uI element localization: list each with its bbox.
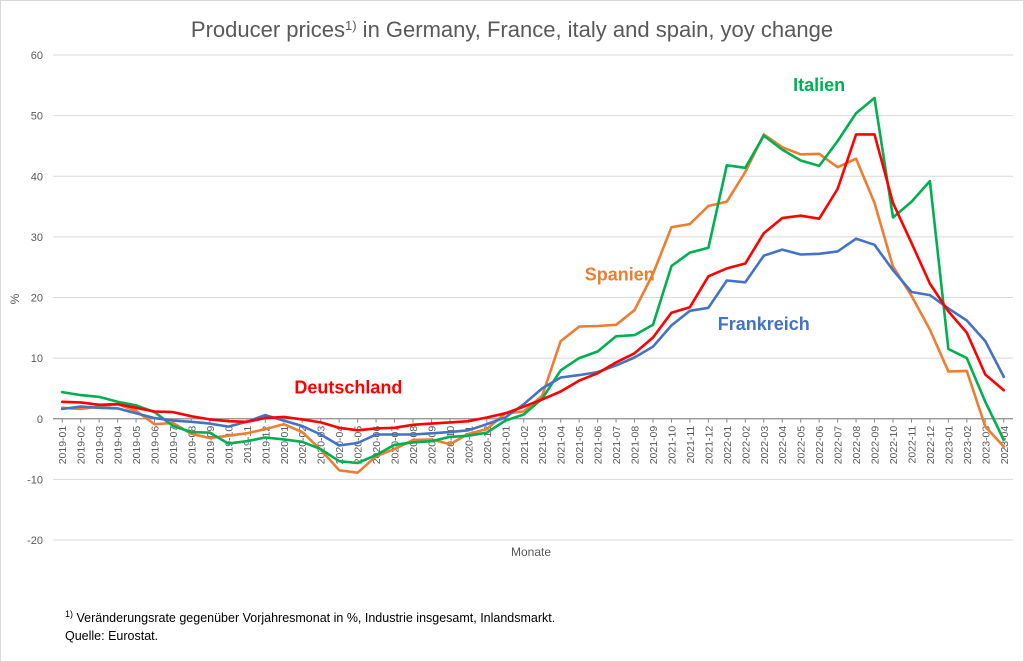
x-tick-label: 2022-02 [740, 426, 752, 465]
series-lines [60, 96, 1006, 475]
x-tick-label: 2020-09 [426, 426, 438, 465]
y-tick-label: 0 [37, 414, 43, 426]
series-label-spanien: Spanien [585, 265, 655, 285]
x-tick-label: 2019-01 [57, 426, 69, 465]
x-tick-label: 2019-03 [94, 426, 106, 465]
footnote-marker: 1) [65, 609, 74, 619]
x-tick-label: 2019-06 [150, 426, 162, 465]
x-tick-label: 2022-10 [888, 426, 900, 465]
y-axis-title: % [8, 293, 22, 304]
x-tick-label: 2022-07 [833, 426, 845, 465]
x-tick-label: 2021-04 [556, 426, 568, 465]
x-tick-label: 2021-12 [703, 426, 715, 465]
x-tick-label: 2020-05 [353, 426, 365, 465]
x-tick-label: 2020-01 [279, 426, 291, 465]
x-tick-label: 2022-11 [906, 426, 918, 464]
x-tick-label: 2021-07 [611, 426, 623, 465]
y-tick-label: 20 [31, 293, 43, 305]
y-tick-label: 10 [31, 353, 43, 365]
series-labels: Deutschland Frankreich Spanien Italien [294, 75, 845, 398]
x-tick-label: 2021-11 [685, 426, 697, 464]
x-tick-label: 2019-04 [113, 426, 125, 465]
x-tick-label: 2021-03 [537, 426, 549, 465]
x-tick-label: 2019-11 [242, 426, 254, 464]
x-tick-label: 2022-06 [814, 426, 826, 465]
x-tick-label: 2021-09 [648, 426, 660, 465]
x-tick-label: 2021-02 [519, 426, 531, 465]
x-tick-label: 2019-05 [131, 426, 143, 465]
series-line-frankreich [60, 237, 1006, 447]
x-tick-label: 2019-10 [223, 426, 235, 465]
x-tick-label: 2022-01 [722, 426, 734, 465]
x-tick-label: 2023-01 [943, 426, 955, 465]
x-tick-label: 2022-08 [851, 426, 863, 465]
series-label-deutschland: Deutschland [294, 377, 402, 397]
chart-title-rest: in Germany, France, italy and spain, yoy… [357, 17, 834, 42]
x-tick-label: 2021-01 [500, 426, 512, 465]
y-tick-label: 30 [31, 232, 43, 244]
x-tick-label: 2022-03 [759, 426, 771, 465]
y-tick-label: 50 [31, 111, 43, 123]
x-tick-label: 2020-12 [482, 426, 494, 465]
chart-title: Producer prices1) in Germany, France, it… [191, 17, 833, 42]
x-tick-label: 2020-08 [408, 426, 420, 465]
source-text: Quelle: Eurostat. [65, 629, 159, 643]
gridlines [53, 54, 1013, 541]
chart-title-sup: 1) [345, 18, 357, 33]
series-line-italien [60, 96, 1006, 465]
x-tick-label: 2021-06 [593, 426, 605, 465]
footnote-text: Veränderungsrate gegenüber Vorjahresmona… [73, 611, 556, 626]
x-tick-label: 2023-02 [962, 426, 974, 465]
y-tick-labels: -20 -10 0 10 20 30 40 50 60 [27, 50, 43, 547]
x-tick-label: 2021-05 [574, 426, 586, 465]
y-tick-label: 40 [31, 171, 43, 183]
x-tick-label: 2022-12 [925, 426, 937, 465]
x-tick-label: 2022-05 [796, 426, 808, 465]
x-tick-label: 2021-10 [666, 426, 678, 465]
y-tick-label: -10 [27, 474, 43, 486]
y-tick-label: -20 [27, 535, 43, 547]
x-tick-label: 2023-03 [980, 426, 992, 465]
x-tick-label: 2019-12 [260, 426, 272, 465]
x-tick-label: 2022-09 [870, 426, 882, 465]
series-label-italien: Italien [793, 75, 845, 95]
chart-title-main: Producer prices [191, 17, 345, 42]
source-note: Quelle: Eurostat. [65, 629, 158, 643]
series-line-deutschland [60, 133, 1006, 432]
x-tick-label: 2019-07 [168, 426, 180, 465]
series-label-frankreich: Frankreich [718, 314, 810, 334]
x-axis-title: Monate [511, 545, 551, 559]
y-tick-label: 60 [31, 50, 43, 62]
x-tick-labels: 2019-01 2019-02 2019-03 2019-04 2019-05 2019-… [57, 418, 1011, 465]
x-tick-label: 2019-02 [76, 426, 88, 465]
footnote: 1) Veränderungsrate gegenüber Vorjahresm… [65, 609, 555, 625]
x-tick-label: 2022-04 [777, 426, 789, 465]
x-tick-label: 2021-08 [630, 426, 642, 465]
